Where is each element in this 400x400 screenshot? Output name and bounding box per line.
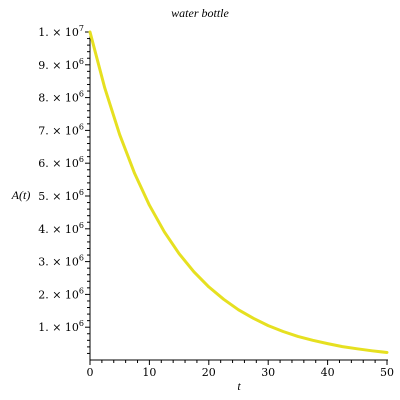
x-tick-label: 0 (87, 366, 94, 379)
y-tick-label: 7. × 106 (38, 122, 84, 137)
y-tick-label: 4. × 106 (38, 221, 84, 236)
chart-title: water bottle (171, 6, 229, 20)
y-tick-label: 8. × 106 (38, 90, 84, 105)
y-tick-label: 9. × 106 (38, 57, 84, 72)
series-layer (88, 30, 389, 354)
y-tick-label: 5. × 106 (38, 188, 84, 203)
y-tick-label: 2. × 106 (38, 286, 84, 301)
x-tick-label: 30 (261, 366, 275, 379)
y-tick-label: 1. × 106 (38, 319, 84, 334)
y-axis-label: A(t) (11, 188, 31, 202)
x-tick-label: 10 (142, 366, 156, 379)
x-tick-label: 40 (321, 366, 335, 379)
y-tick-label: 1. × 107 (38, 24, 84, 39)
ticks: 0 10 20 30 40 50 1. × 106 2. × 106 3. × 106 4. × … (38, 24, 394, 379)
y-tick-label: 6. × 106 (38, 155, 84, 170)
x-axis-label: t (237, 379, 241, 393)
series-line-0 (88, 30, 389, 354)
x-tick-label: 50 (380, 366, 394, 379)
y-tick-label: 3. × 106 (38, 254, 84, 269)
x-tick-label: 20 (202, 366, 216, 379)
